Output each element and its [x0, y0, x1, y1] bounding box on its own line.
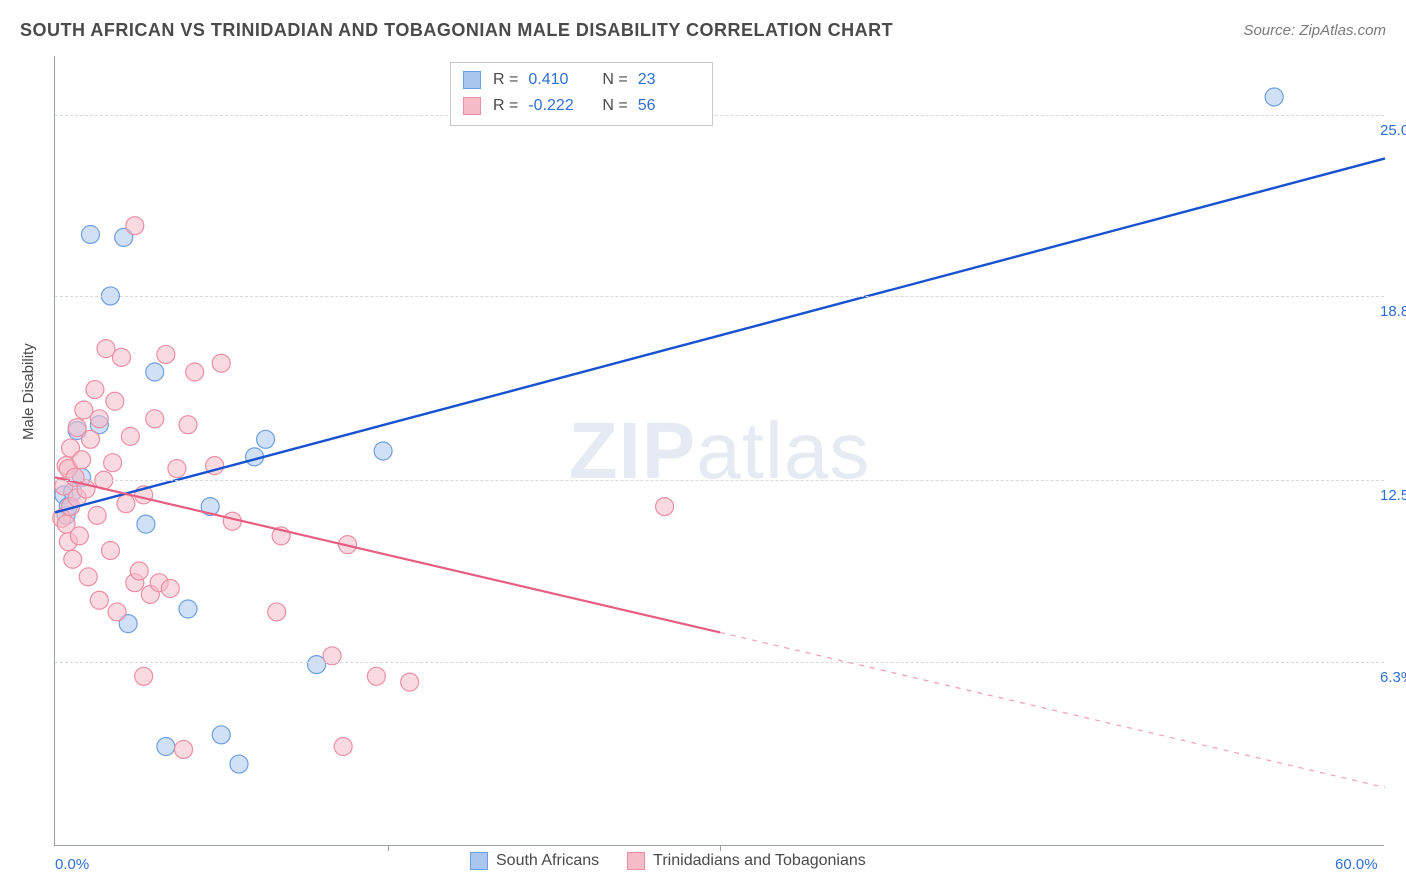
data-point — [130, 562, 148, 580]
data-point — [117, 495, 135, 513]
data-point — [1265, 88, 1283, 106]
chart-title: SOUTH AFRICAN VS TRINIDADIAN AND TOBAGON… — [20, 20, 893, 41]
data-point — [374, 442, 392, 460]
y-gridline — [55, 296, 1384, 297]
data-point — [137, 515, 155, 533]
data-point — [157, 738, 175, 756]
data-point — [212, 354, 230, 372]
data-point — [146, 363, 164, 381]
x-tick-label: 60.0% — [1335, 856, 1378, 873]
data-point — [179, 416, 197, 434]
y-gridline — [55, 115, 1384, 116]
data-point — [168, 460, 186, 478]
data-point — [175, 740, 193, 758]
y-gridline — [55, 662, 1384, 663]
legend-item: South Africans — [470, 852, 599, 870]
data-point — [113, 348, 131, 366]
data-point — [70, 527, 88, 545]
data-point — [101, 541, 119, 559]
y-tick-label: 12.5% — [1376, 486, 1406, 505]
data-point — [135, 667, 153, 685]
x-minor-tick — [388, 845, 389, 851]
y-axis-label: Male Disability — [20, 343, 37, 440]
data-point — [86, 381, 104, 399]
trend-line — [55, 477, 720, 632]
trend-line-extrapolated — [720, 632, 1385, 787]
data-point — [212, 726, 230, 744]
x-tick-label: 0.0% — [55, 856, 89, 873]
data-point — [161, 580, 179, 598]
n-label: N = — [602, 71, 627, 89]
y-gridline — [55, 480, 1384, 481]
r-value: -0.222 — [528, 97, 590, 115]
data-point — [179, 600, 197, 618]
data-point — [334, 738, 352, 756]
source-attribution: Source: ZipAtlas.com — [1243, 22, 1386, 39]
n-value: 23 — [638, 71, 700, 89]
data-point — [367, 667, 385, 685]
legend-item: Trinidadians and Tobagonians — [627, 852, 866, 870]
n-value: 56 — [638, 97, 700, 115]
data-point — [230, 755, 248, 773]
data-point — [268, 603, 286, 621]
y-tick-label: 25.0% — [1376, 121, 1406, 140]
trend-line — [55, 158, 1385, 512]
chart-svg — [55, 56, 1384, 845]
data-point — [88, 506, 106, 524]
data-point — [121, 427, 139, 445]
legend-swatch — [470, 852, 488, 870]
r-label: R = — [493, 97, 518, 115]
plot-area: ZIPatlas 6.3%12.5%18.8%25.0%0.0%60.0% — [54, 56, 1384, 846]
data-point — [81, 430, 99, 448]
data-point — [106, 392, 124, 410]
data-point — [257, 430, 275, 448]
r-value: 0.410 — [528, 71, 590, 89]
data-point — [126, 217, 144, 235]
correlation-legend: R = 0.410 N = 23 R = -0.222 N = 56 — [450, 62, 713, 126]
data-point — [104, 454, 122, 472]
data-point — [90, 410, 108, 428]
legend-row: R = -0.222 N = 56 — [463, 93, 700, 119]
data-point — [81, 225, 99, 243]
legend-swatch — [627, 852, 645, 870]
data-point — [146, 410, 164, 428]
data-point — [90, 591, 108, 609]
data-point — [64, 550, 82, 568]
data-point — [656, 498, 674, 516]
legend-row: R = 0.410 N = 23 — [463, 67, 700, 93]
legend-swatch — [463, 97, 481, 115]
n-label: N = — [602, 97, 627, 115]
series-legend: South Africans Trinidadians and Tobagonia… — [470, 852, 866, 870]
y-tick-label: 6.3% — [1376, 668, 1406, 687]
data-point — [401, 673, 419, 691]
legend-swatch — [463, 71, 481, 89]
x-minor-tick — [720, 845, 721, 851]
y-tick-label: 18.8% — [1376, 302, 1406, 321]
data-point — [186, 363, 204, 381]
data-point — [73, 451, 91, 469]
data-point — [157, 345, 175, 363]
data-point — [79, 568, 97, 586]
legend-label: Trinidadians and Tobagonians — [653, 852, 866, 870]
r-label: R = — [493, 71, 518, 89]
data-point — [108, 603, 126, 621]
legend-label: South Africans — [496, 852, 599, 870]
